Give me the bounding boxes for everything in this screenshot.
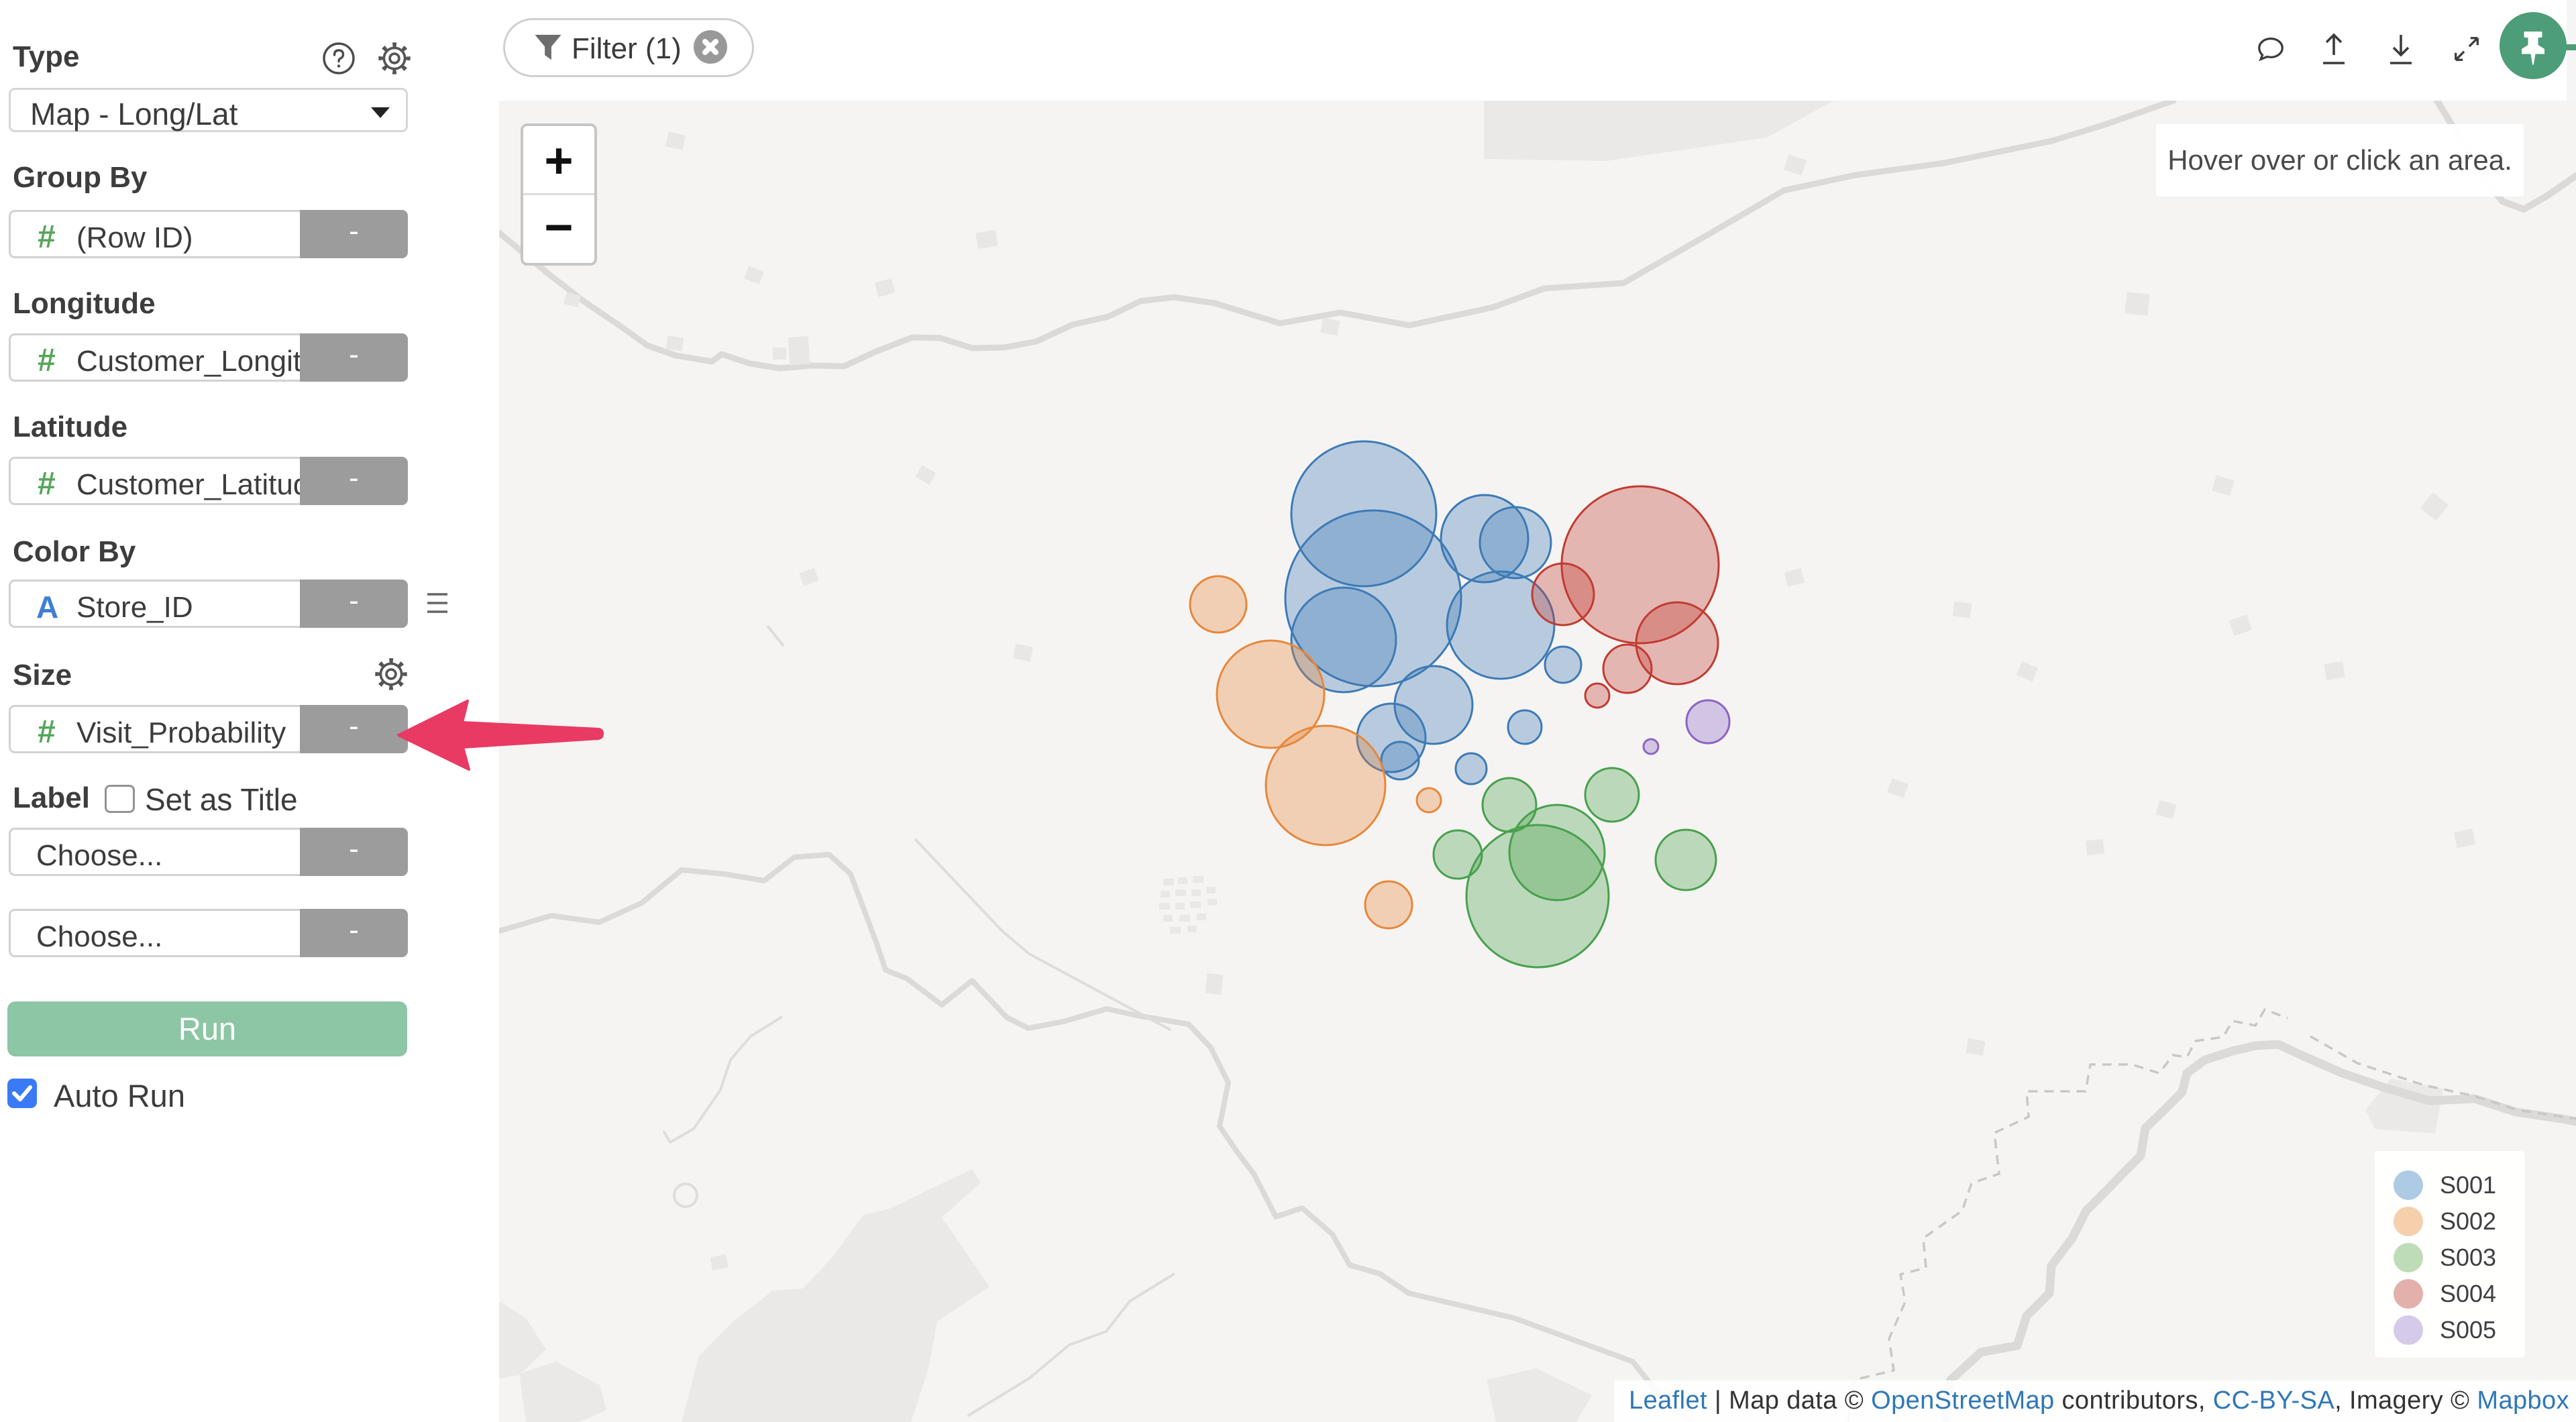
svg-text:S001: S001 — [2440, 1171, 2496, 1199]
svg-text:S005: S005 — [2440, 1316, 2496, 1344]
svg-text:S002: S002 — [2440, 1207, 2496, 1235]
svg-text:S004: S004 — [2440, 1280, 2496, 1307]
svg-text:S003: S003 — [2440, 1244, 2496, 1271]
